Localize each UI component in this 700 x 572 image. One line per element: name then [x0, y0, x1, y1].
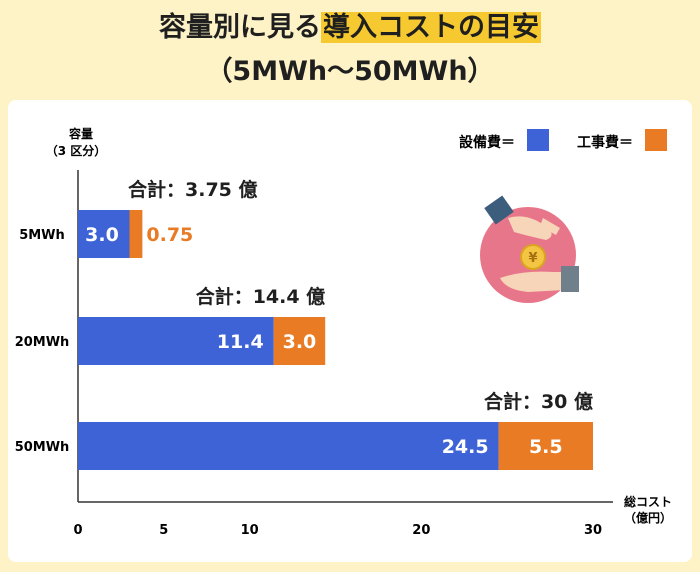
coin-symbol: ¥	[528, 251, 537, 266]
x-tick-label: 0	[73, 523, 82, 538]
value-label-construction: 0.75	[146, 224, 193, 246]
category-label: 5MWh	[19, 228, 65, 243]
value-label-equipment: 24.5	[442, 436, 489, 458]
chart-title-line2: （5MWh〜50MWh）	[205, 56, 495, 87]
bars-layer: 5MWh 3.0 0.75 合計：3.75 億 20MWh 11.4 3.0 合計：14.4 …	[15, 178, 593, 470]
bar-equipment	[78, 317, 274, 365]
category-label: 20MWh	[15, 335, 70, 350]
yen-coin-exchange-icon: ¥	[480, 195, 579, 303]
chart-svg: 容量 （3 区分） 設備費＝ 工事費＝ 総コスト （億円） ¥ 5MWh 3.0 0…	[15, 126, 672, 538]
chart-title-line1: 容量別に見る導入コストの目安	[0, 8, 700, 48]
value-label-construction: 5.5	[529, 436, 563, 458]
chart-card: 容量 （3 区分） 設備費＝ 工事費＝ 総コスト （億円） ¥ 5MWh 3.0 0…	[8, 100, 692, 562]
x-tick-label: 10	[241, 523, 259, 538]
legend-construction-swatch	[645, 129, 667, 151]
x-ticks-layer: 0 5 10 20 30	[73, 523, 602, 538]
x-axis-title-line1: 総コスト	[624, 494, 672, 509]
total-label: 合計：3.75 億	[128, 178, 258, 201]
value-label-equipment: 11.4	[217, 331, 264, 353]
legend-construction-label: 工事費＝	[577, 134, 633, 151]
x-axis-title-line2: （億円）	[624, 510, 672, 525]
x-tick-label: 30	[584, 523, 602, 538]
x-tick-label: 20	[412, 523, 430, 538]
bar-construction	[129, 210, 143, 258]
bar-construction	[498, 422, 593, 470]
legend-equipment-swatch	[527, 129, 549, 151]
bar-equipment	[78, 422, 499, 470]
bar-equipment	[78, 210, 130, 258]
value-label-construction: 3.0	[283, 331, 317, 353]
x-tick-label: 5	[159, 523, 168, 538]
bar-construction	[273, 317, 326, 365]
total-label: 合計：14.4 億	[196, 285, 326, 308]
title-plain: 容量別に見る	[159, 12, 321, 43]
title-highlight: 導入コストの目安	[321, 12, 541, 43]
category-label: 50MWh	[15, 440, 70, 455]
y-axis-title-line1: 容量	[68, 126, 93, 141]
legend-equipment-label: 設備費＝	[459, 134, 515, 151]
y-axis-title-line2: （3 区分）	[46, 143, 107, 158]
value-label-equipment: 3.0	[85, 224, 119, 246]
total-label: 合計：30 億	[484, 390, 593, 413]
